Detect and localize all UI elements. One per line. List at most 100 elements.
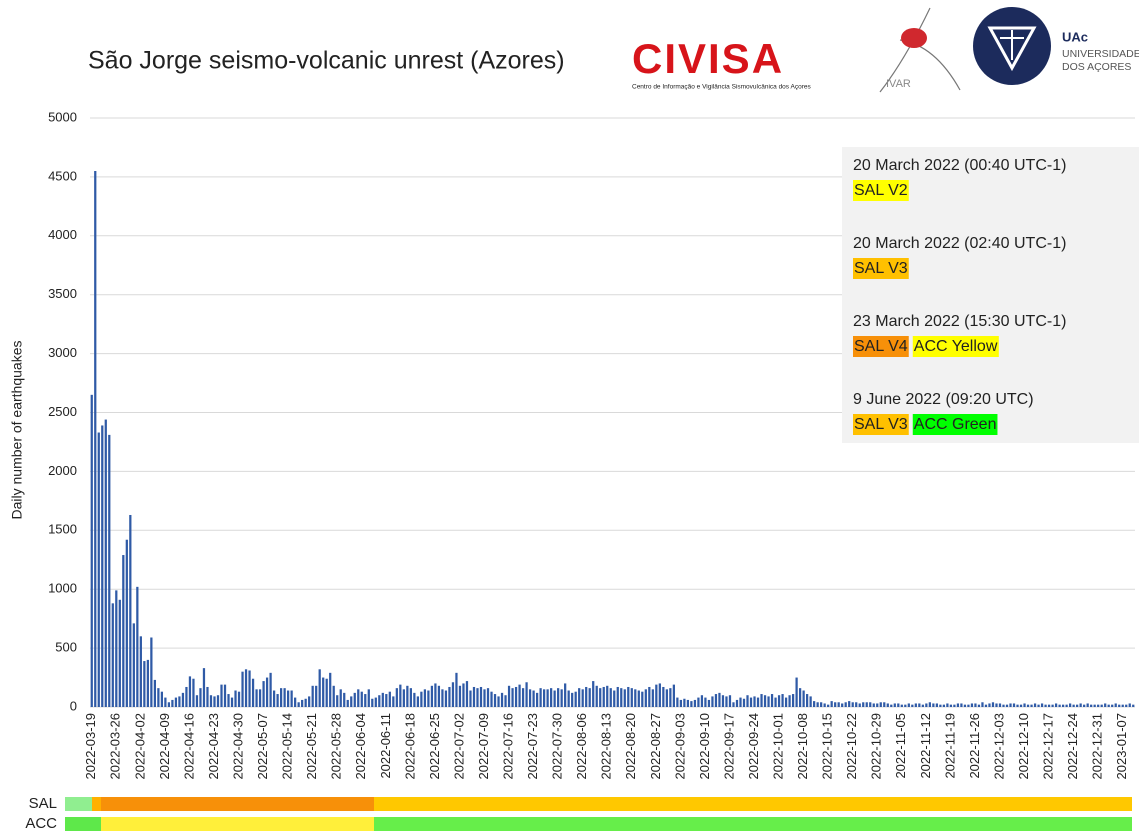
bar bbox=[122, 555, 125, 707]
bar bbox=[195, 695, 199, 707]
bar bbox=[395, 688, 398, 707]
bar bbox=[448, 686, 451, 707]
x-tick-label: 2022-06-11 bbox=[378, 713, 393, 779]
x-tick-label: 2022-06-25 bbox=[427, 713, 442, 780]
bar bbox=[977, 704, 981, 707]
bar bbox=[988, 703, 991, 707]
bar bbox=[907, 703, 910, 707]
y-tick-label: 2000 bbox=[48, 463, 77, 478]
x-tick-label: 2022-08-13 bbox=[599, 713, 614, 780]
bar bbox=[353, 692, 356, 707]
bar bbox=[413, 692, 416, 707]
bar bbox=[339, 689, 342, 707]
bar bbox=[865, 702, 868, 707]
bar bbox=[900, 704, 903, 707]
bar bbox=[714, 694, 718, 707]
bar bbox=[721, 695, 725, 707]
bar bbox=[451, 682, 455, 707]
bar bbox=[585, 686, 588, 707]
bar bbox=[1111, 704, 1114, 707]
bar bbox=[350, 696, 353, 707]
bar bbox=[111, 603, 114, 707]
bar bbox=[388, 691, 391, 707]
bar bbox=[97, 432, 100, 707]
bar bbox=[904, 704, 907, 707]
bar bbox=[269, 672, 272, 707]
annotation-tag bbox=[912, 414, 998, 435]
bar bbox=[802, 690, 805, 707]
bar bbox=[553, 690, 556, 707]
x-tick-label: 2022-09-10 bbox=[697, 713, 712, 780]
bar bbox=[1051, 704, 1054, 707]
bar bbox=[535, 692, 539, 707]
bar bbox=[181, 692, 185, 707]
bar bbox=[637, 690, 640, 707]
bar bbox=[841, 703, 844, 707]
bar bbox=[837, 702, 840, 707]
bar bbox=[441, 689, 444, 707]
bar bbox=[890, 704, 893, 707]
bar bbox=[704, 697, 707, 707]
bar bbox=[697, 697, 700, 707]
bar bbox=[1104, 703, 1107, 707]
x-tick-label: 2022-10-01 bbox=[771, 713, 786, 780]
bar bbox=[1037, 704, 1040, 707]
x-tick-label: 2022-11-26 bbox=[967, 713, 982, 779]
bar bbox=[960, 703, 963, 707]
bar bbox=[893, 703, 896, 707]
bar bbox=[1023, 703, 1026, 707]
bar bbox=[588, 688, 591, 707]
bar bbox=[336, 695, 339, 707]
bar bbox=[469, 690, 472, 707]
uac-line: UNIVERSIDADE bbox=[1062, 48, 1139, 60]
bar bbox=[876, 703, 879, 707]
bar bbox=[746, 695, 749, 707]
bar bbox=[1030, 704, 1033, 707]
bar bbox=[928, 702, 931, 707]
bar bbox=[932, 703, 935, 707]
y-tick-label: 3000 bbox=[48, 345, 77, 360]
bar bbox=[294, 697, 297, 707]
bar bbox=[683, 698, 686, 707]
bar bbox=[430, 685, 434, 707]
bar bbox=[606, 685, 609, 707]
bar bbox=[634, 689, 637, 707]
bar bbox=[546, 689, 549, 707]
bar bbox=[676, 697, 679, 707]
bar bbox=[564, 683, 567, 707]
bar bbox=[767, 696, 770, 707]
bar bbox=[942, 704, 946, 707]
bar bbox=[813, 701, 816, 707]
bar bbox=[1132, 704, 1135, 707]
bar bbox=[1044, 704, 1047, 707]
bar bbox=[1121, 704, 1124, 707]
bar bbox=[581, 689, 584, 707]
bar bbox=[514, 686, 518, 707]
bar bbox=[918, 703, 921, 707]
bar bbox=[732, 702, 735, 707]
bar bbox=[921, 704, 924, 707]
x-tick-label: 2022-04-23 bbox=[206, 713, 221, 780]
bar bbox=[560, 689, 563, 707]
bar bbox=[1100, 704, 1103, 707]
x-tick-label: 2022-04-16 bbox=[181, 713, 196, 780]
bar bbox=[774, 697, 777, 707]
bar bbox=[1040, 703, 1044, 707]
bar bbox=[371, 698, 374, 707]
bar bbox=[756, 697, 760, 707]
bar bbox=[798, 688, 802, 707]
bar bbox=[525, 682, 528, 707]
bar bbox=[925, 703, 928, 707]
bar bbox=[777, 695, 781, 707]
bar bbox=[855, 702, 858, 707]
bar bbox=[627, 686, 630, 707]
chart-title: São Jorge seismo-volcanic unrest (Azores… bbox=[88, 47, 565, 75]
x-tick-label: 2022-12-24 bbox=[1065, 713, 1080, 780]
bar bbox=[851, 702, 854, 707]
bar bbox=[770, 694, 774, 707]
bar bbox=[258, 689, 262, 707]
bar bbox=[872, 703, 875, 707]
bar bbox=[616, 686, 619, 707]
bar bbox=[521, 688, 525, 707]
